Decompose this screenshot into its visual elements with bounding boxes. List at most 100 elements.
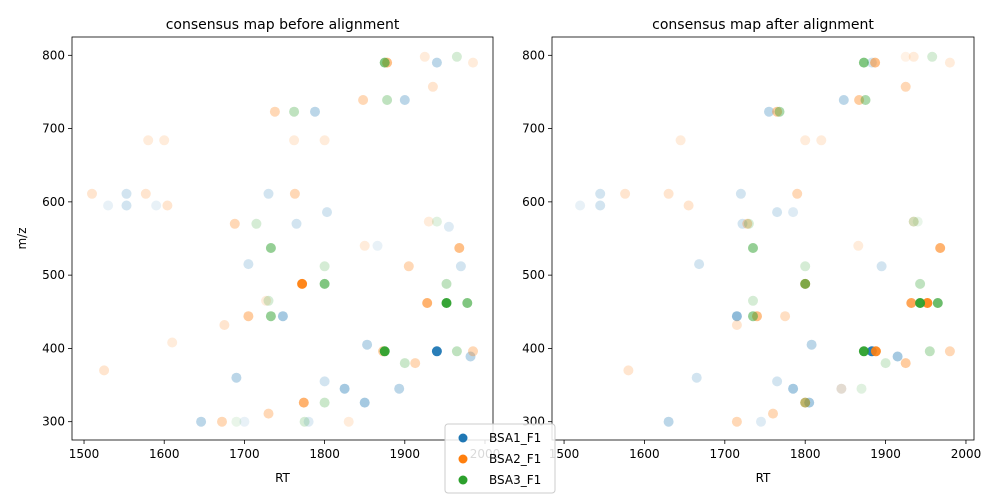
point-bsa3-f1-1 (382, 95, 393, 105)
x-tick-label: 1800 (309, 447, 340, 461)
point-bsa2-f1-19 (162, 200, 173, 211)
point-bsa3-f1-16 (927, 51, 938, 62)
point-bsa3-f1-9 (265, 311, 276, 322)
point-bsa1-f1-4 (731, 311, 742, 322)
y-tick-label: 500 (42, 268, 65, 282)
point-bsa2-f1-5 (297, 278, 308, 289)
point-bsa3-f1-11 (451, 346, 462, 357)
point-bsa2-f1-8 (922, 298, 933, 308)
point-bsa1-f1-9 (277, 311, 288, 322)
point-bsa2-f1-28 (944, 57, 955, 68)
x-tick-label: 1500 (69, 447, 100, 461)
y-tick-label: 600 (522, 195, 545, 209)
x-tick-label: 1900 (870, 447, 901, 461)
point-bsa2-f1-29 (419, 51, 430, 62)
point-bsa3-f1-9 (748, 311, 758, 322)
point-bsa2-f1-6 (454, 243, 465, 253)
point-bsa1-f1-6 (291, 218, 302, 229)
point-bsa2-f1-26 (853, 240, 864, 251)
point-bsa3-f1-15 (299, 416, 310, 427)
point-bsa1-f1-21 (151, 200, 162, 211)
point-bsa2-f1-17 (663, 188, 674, 199)
x-axis-label: RT (756, 471, 771, 485)
point-bsa3-f1-18 (856, 383, 867, 394)
point-bsa3-f1-3 (265, 243, 276, 253)
point-bsa2-f1-4 (229, 218, 240, 229)
point-bsa1-f1-9 (595, 200, 606, 211)
x-tick-label: 2000 (951, 447, 982, 461)
y-tick-label: 400 (522, 341, 545, 355)
point-bsa3-f1-18 (263, 295, 274, 306)
point-bsa1-f1-0 (431, 57, 442, 68)
point-bsa2-f1-10 (870, 346, 881, 357)
point-bsa2-f1-8 (243, 311, 254, 322)
point-bsa2-f1-10 (468, 346, 478, 357)
y-tick-label: 700 (522, 122, 545, 136)
point-bsa3-f1-1 (860, 95, 871, 105)
data-points (575, 51, 955, 427)
point-bsa3-f1-2 (774, 106, 785, 117)
point-bsa2-f1-31 (423, 216, 434, 227)
point-bsa3-f1-0 (379, 57, 390, 68)
point-bsa1-f1-3 (121, 188, 132, 199)
point-bsa1-f1-19 (575, 200, 586, 211)
point-bsa1-f1-11 (772, 207, 783, 218)
point-bsa1-f1-7 (322, 207, 332, 218)
point-bsa3-f1-7 (932, 298, 943, 308)
x-tick-label: 1900 (390, 447, 421, 461)
point-bsa2-f1-28 (343, 416, 354, 427)
point-bsa1-f1-22 (788, 207, 799, 218)
point-bsa1-f1-20 (103, 200, 114, 211)
point-bsa2-f1-27 (359, 240, 370, 251)
point-bsa2-f1-13 (217, 416, 227, 427)
point-bsa2-f1-26 (319, 135, 330, 146)
point-bsa2-f1-2 (772, 106, 783, 117)
point-bsa3-f1-13 (319, 397, 330, 408)
point-bsa2-f1-4 (742, 218, 753, 229)
point-bsa2-f1-15 (427, 81, 438, 92)
point-bsa1-f1-7 (663, 416, 674, 427)
point-bsa3-f1-19 (231, 416, 242, 427)
point-bsa2-f1-23 (159, 135, 170, 146)
chart-panel-2: 1500 1600 1700 1800 1900 20003004005006007008… (522, 17, 981, 485)
point-bsa1-f1-1 (764, 106, 774, 117)
x-tick-label: 1600 (149, 447, 180, 461)
point-bsa1-f1-18 (455, 261, 466, 272)
point-bsa2-f1-30 (836, 383, 847, 394)
point-bsa3-f1-8 (441, 278, 452, 289)
legend-marker-bsa2-f1 (458, 454, 468, 464)
point-bsa2-f1-3 (289, 188, 300, 199)
point-bsa3-f1-11 (924, 346, 935, 357)
point-bsa3-f1-12 (880, 358, 891, 369)
point-bsa1-f1-12 (737, 218, 748, 229)
point-bsa1-f1-25 (239, 416, 250, 427)
point-bsa2-f1-23 (675, 135, 686, 146)
point-bsa1-f1-2 (310, 106, 320, 117)
legend-label-bsa2-f1: BSA2_F1 (489, 452, 541, 466)
y-tick-label: 800 (42, 48, 65, 62)
point-bsa2-f1-24 (143, 135, 154, 146)
point-bsa3-f1-14 (251, 218, 262, 229)
point-bsa1-f1-5 (788, 383, 799, 394)
point-bsa1-f1-4 (121, 200, 132, 211)
point-bsa1-f1-18 (876, 261, 887, 272)
point-bsa1-f1-23 (372, 240, 383, 251)
point-bsa3-f1-10 (379, 346, 390, 357)
x-tick-label: 1700 (710, 447, 741, 461)
point-bsa1-f1-22 (443, 221, 454, 232)
point-bsa3-f1-14 (743, 218, 754, 229)
point-bsa3-f1-6 (915, 298, 926, 308)
plot-frame (71, 36, 494, 441)
point-bsa2-f1-18 (620, 188, 631, 199)
point-bsa3-f1-19 (912, 216, 923, 227)
point-bsa2-f1-13 (800, 397, 811, 408)
point-bsa2-f1-24 (800, 135, 811, 146)
point-bsa3-f1-17 (748, 295, 758, 306)
y-tick-label: 400 (42, 341, 65, 355)
point-bsa2-f1-27 (908, 51, 919, 62)
point-bsa2-f1-14 (731, 416, 742, 427)
point-bsa3-f1-7 (462, 298, 473, 308)
y-tick-label: 600 (42, 195, 65, 209)
point-bsa2-f1-32 (261, 295, 272, 306)
